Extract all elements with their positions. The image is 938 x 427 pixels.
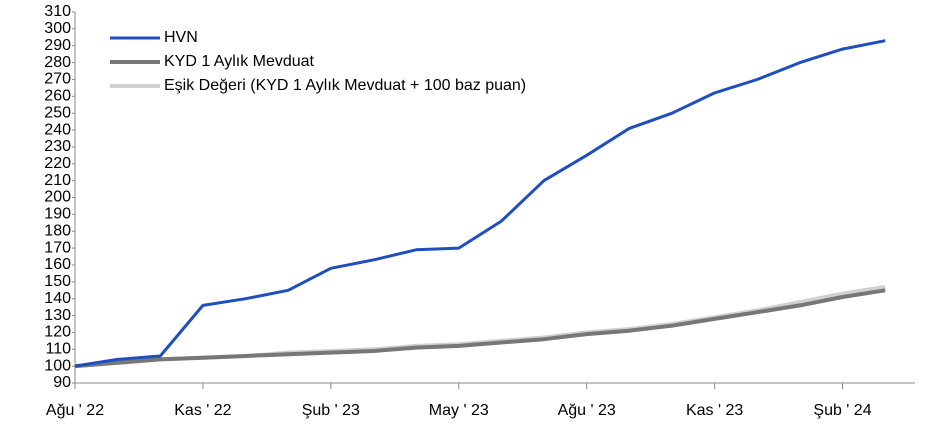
y-tick-label: 220: [44, 155, 71, 172]
x-tick-label: Şub ' 23: [302, 402, 360, 419]
y-tick-label: 140: [44, 290, 71, 307]
y-tick-label: 150: [44, 273, 71, 290]
y-tick-label: 120: [44, 324, 71, 341]
series-line: [74, 288, 886, 369]
legend-label: KYD 1 Aylık Mevduat: [164, 53, 315, 70]
y-tick-label: 130: [44, 307, 71, 324]
y-tick-label: 250: [44, 104, 71, 121]
y-tick-label: 230: [44, 138, 71, 155]
x-tick-label: Kas ' 23: [686, 402, 743, 419]
y-tick-label: 280: [44, 54, 71, 71]
y-tick-label: 160: [44, 256, 71, 273]
x-tick-label: Ağu ' 23: [558, 402, 616, 419]
y-tick-label: 190: [44, 206, 71, 223]
y-tick-label: 110: [45, 340, 71, 357]
series-line: [74, 284, 886, 369]
x-tick-label: Ağu ' 22: [46, 402, 104, 419]
y-tick-label: 260: [44, 88, 71, 105]
y-tick-label: 300: [44, 20, 71, 37]
legend-label: Eşik Değeri (KYD 1 Aylık Mevduat + 100 b…: [164, 77, 526, 94]
y-tick-label: 290: [44, 37, 71, 54]
y-tick-label: 90: [53, 374, 71, 391]
y-tick-label: 200: [44, 189, 71, 206]
y-tick-label: 240: [44, 121, 71, 138]
series-line: [74, 39, 886, 368]
y-tick-label: 180: [44, 222, 71, 239]
x-tick-label: Kas ' 22: [174, 402, 231, 419]
x-tick-label: May ' 23: [429, 402, 489, 419]
y-tick-label: 210: [44, 172, 71, 189]
legend-label: HVN: [164, 29, 198, 46]
y-tick-label: 100: [44, 357, 71, 374]
x-tick-label: Şub ' 24: [813, 402, 871, 419]
y-tick-label: 310: [44, 3, 71, 20]
y-tick-label: 270: [44, 71, 71, 88]
y-tick-label: 170: [44, 239, 71, 256]
